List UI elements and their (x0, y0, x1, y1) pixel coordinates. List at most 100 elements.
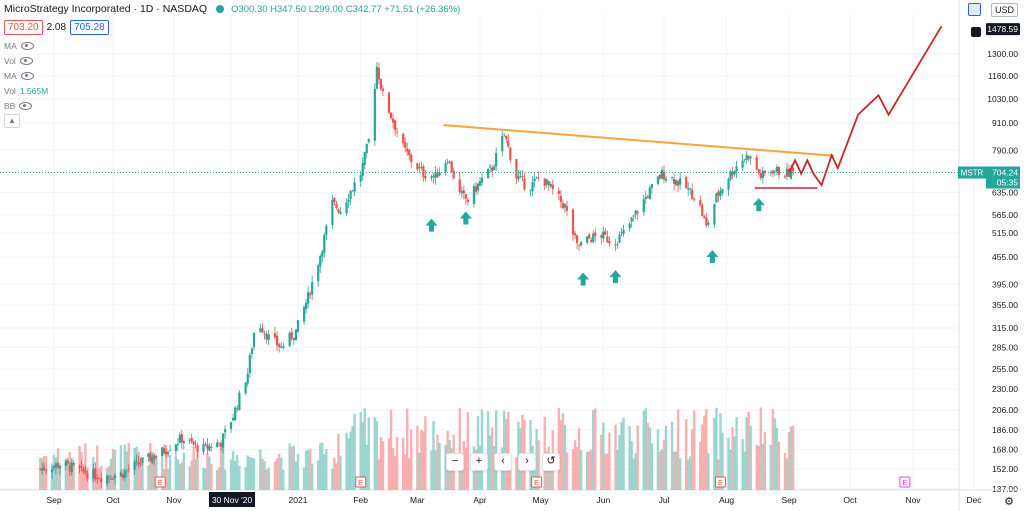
candle-body (311, 282, 314, 295)
volume-bar (250, 457, 254, 490)
volume-bar (168, 454, 172, 490)
volume-bar (686, 459, 690, 490)
volume-bar (608, 432, 611, 490)
volume-bar (490, 427, 494, 490)
volume-bar (323, 454, 326, 490)
zoom-out-button[interactable]: − (446, 453, 464, 471)
candle-body (166, 452, 170, 455)
candle-body (373, 88, 376, 141)
indicator-bb[interactable]: BB (4, 101, 33, 111)
bid-price-button[interactable]: 703.20 (4, 20, 43, 35)
candle-body (365, 143, 368, 154)
symbol-title[interactable]: MicroStrategy Incorporated · 1D · NASDAQ (4, 3, 208, 15)
volume-bar (345, 432, 348, 490)
volume-bar (771, 409, 775, 490)
scroll-right-button[interactable]: › (518, 453, 536, 471)
earnings-badge (355, 476, 367, 488)
candle-body (121, 474, 124, 478)
candle-body (224, 429, 227, 433)
volume-bar (109, 458, 113, 490)
y-tick-label: 285.00 (992, 342, 1018, 352)
volume-bar (231, 450, 235, 490)
candle-body (123, 470, 126, 478)
volume-bar (644, 408, 648, 490)
ask-price-button[interactable]: 705.28 (70, 20, 109, 35)
volume-bar (367, 417, 370, 490)
volume-bar (636, 425, 639, 490)
volume-bar (204, 468, 207, 490)
volume-bar (339, 455, 342, 490)
candle-body (757, 169, 760, 173)
volume-bar (182, 452, 185, 490)
volume-bar (458, 408, 461, 490)
volume-bar (420, 429, 423, 490)
candle-body (545, 179, 548, 185)
candle-body (98, 478, 101, 480)
candle-body (777, 166, 781, 175)
indicator-label: MA (4, 71, 17, 81)
candle-body (769, 172, 772, 173)
volume-bar (585, 451, 589, 490)
up-arrow-marker (706, 249, 719, 263)
candle-body (333, 197, 336, 203)
indicator-ma-1[interactable]: MA (4, 41, 34, 51)
y-tick-label: 355.00 (992, 300, 1018, 310)
volume-bar (137, 451, 140, 490)
reset-chart-button[interactable]: ↺ (542, 453, 560, 471)
currency-selector[interactable]: USD (990, 3, 1018, 17)
volume-bar (202, 467, 205, 490)
volume-bar (422, 431, 425, 490)
volume-bar (561, 413, 565, 490)
candle-body (543, 178, 546, 186)
eye-icon[interactable] (19, 102, 33, 110)
volume-bar (787, 431, 791, 490)
candle-body (464, 194, 467, 199)
candle-body (679, 178, 682, 185)
candle-body (745, 154, 748, 160)
candle-body (604, 231, 607, 235)
volume-bar (717, 459, 720, 490)
collapse-indicators-button[interactable]: ▲ (4, 114, 20, 128)
candle-body (557, 190, 560, 194)
earnings-badge-label: E (902, 478, 907, 487)
compare-icon[interactable] (968, 3, 981, 16)
candle-body (713, 203, 716, 225)
eye-icon[interactable] (19, 57, 33, 65)
candle-body (648, 187, 651, 200)
indicator-vol-2[interactable]: Vol 1.565M (4, 86, 48, 96)
candle-body (165, 452, 168, 454)
candle-body (56, 463, 60, 468)
candle-body (353, 182, 356, 192)
candle-body (529, 190, 532, 192)
volume-bar (719, 413, 722, 490)
candle-body (180, 434, 183, 443)
candle-body (100, 478, 103, 482)
indicator-ma-2[interactable]: MA (4, 71, 34, 81)
volume-bar (294, 461, 298, 490)
candle-body (628, 223, 631, 229)
candle-body (773, 170, 776, 172)
candle-body (721, 188, 724, 193)
volume-bar (267, 467, 270, 490)
candle-body (424, 176, 427, 179)
gear-icon[interactable]: ⚙ (1004, 496, 1014, 508)
candle-body (325, 225, 328, 235)
volume-bar (436, 434, 439, 490)
candle-body (594, 232, 597, 236)
volume-bar (430, 450, 433, 490)
volume-bar (238, 465, 241, 490)
eye-icon[interactable] (20, 72, 34, 80)
volume-bar (282, 469, 285, 490)
indicator-vol-1[interactable]: Vol (4, 56, 33, 66)
volume-bar (349, 431, 352, 490)
volume-bar (565, 452, 569, 490)
volume-bar (660, 449, 664, 490)
candle-body (699, 200, 702, 205)
price-scale-icon[interactable] (971, 27, 981, 37)
volume-bar (333, 457, 336, 490)
scroll-left-button[interactable]: ‹ (494, 453, 512, 471)
eye-icon[interactable] (20, 42, 34, 50)
zoom-in-button[interactable]: + (470, 453, 488, 471)
bid-ask-panel: 703.20 2.08 705.28 (4, 20, 109, 35)
